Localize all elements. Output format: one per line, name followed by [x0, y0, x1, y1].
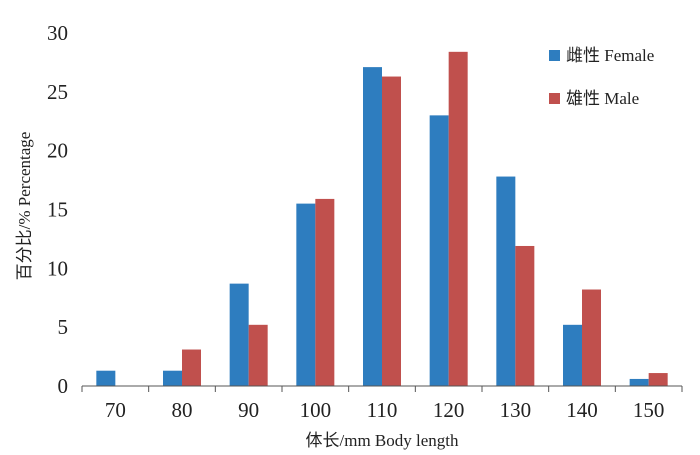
bar-female — [563, 324, 582, 386]
bar-female — [496, 176, 516, 386]
bar-female — [296, 203, 316, 386]
y-tick-label: 25 — [47, 80, 68, 104]
x-tick-labels: 70 80 90 100 110 120 130 140 150 — [105, 398, 665, 422]
x-tick-label: 70 — [105, 398, 126, 422]
bar-female — [629, 378, 649, 386]
bar-male — [582, 289, 601, 386]
y-tick-label: 5 — [58, 315, 69, 339]
bar-male — [382, 76, 401, 386]
y-tick-label: 20 — [47, 139, 68, 163]
bar-female — [163, 370, 182, 386]
bar-female — [96, 370, 116, 386]
y-tick-label: 15 — [47, 198, 68, 222]
x-tick-label: 140 — [566, 398, 598, 422]
x-tick-label: 100 — [300, 398, 332, 422]
x-tick-marks — [81, 386, 683, 392]
legend-label-male: 雄性 Male — [566, 89, 639, 108]
bar-male — [182, 349, 201, 386]
x-tick-label: 130 — [500, 398, 532, 422]
legend: 雌性 Female 雄性 Male — [549, 46, 654, 108]
x-tick-label: 80 — [172, 398, 193, 422]
bar-male — [648, 373, 668, 386]
bar-male — [448, 51, 468, 387]
x-tick-label: 150 — [633, 398, 665, 422]
y-tick-labels: 0 5 10 15 20 25 30 — [47, 21, 68, 398]
x-tick-label: 110 — [367, 398, 398, 422]
legend-label-female: 雌性 Female — [566, 46, 654, 65]
y-tick-label: 30 — [47, 21, 68, 45]
bar-male — [248, 324, 268, 386]
bar-male — [315, 198, 335, 386]
x-axis-title: 体长/mm Body length — [306, 431, 459, 450]
bars — [96, 51, 668, 387]
legend-swatch-male — [549, 93, 560, 104]
bar-female — [363, 67, 382, 386]
bar-female — [429, 115, 449, 386]
bar-female — [229, 283, 249, 386]
x-tick-label: 120 — [433, 398, 465, 422]
legend-swatch-female — [549, 50, 560, 61]
y-tick-label: 10 — [47, 256, 68, 280]
bar-male — [515, 245, 535, 386]
y-axis-title: 百分比/% Percentage — [15, 132, 34, 281]
x-tick-label: 90 — [238, 398, 259, 422]
y-tick-label: 0 — [58, 374, 69, 398]
